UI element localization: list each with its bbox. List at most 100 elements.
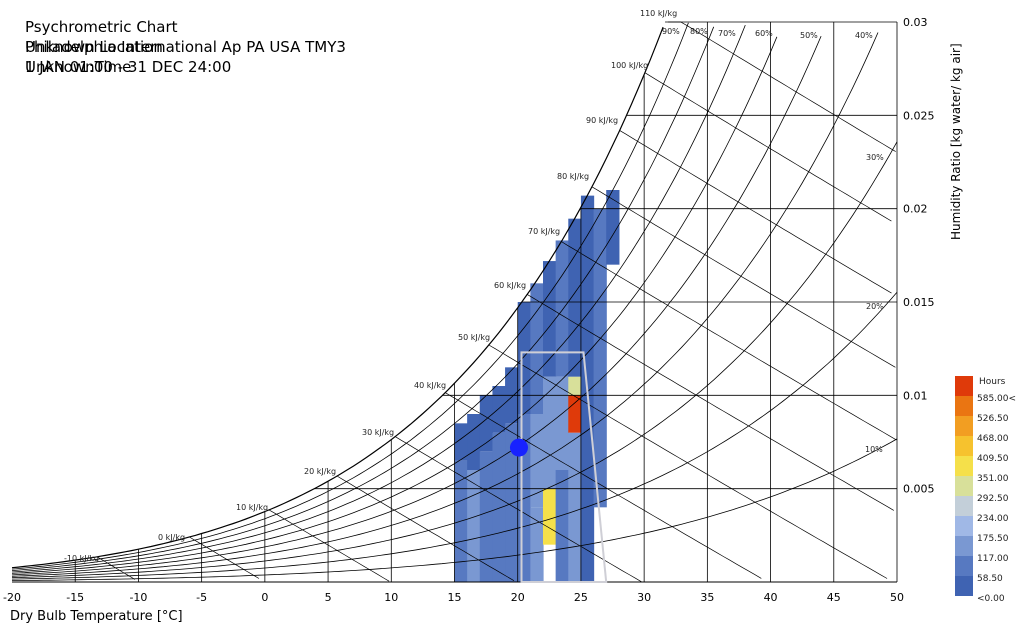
rh-curve — [11, 26, 715, 571]
y-tick-label: 0.03 — [903, 16, 928, 29]
y-tick-label: 0.01 — [903, 389, 928, 402]
heat-cell — [505, 423, 519, 582]
rh-curve — [11, 22, 689, 570]
heat-cell — [492, 386, 506, 433]
enthalpy-label: 0 kJ/kg — [158, 533, 185, 542]
heat-cell — [479, 395, 494, 452]
heat-cell — [555, 240, 569, 377]
state-point — [509, 438, 528, 457]
heat-cell — [568, 395, 582, 433]
rh-label: 20% — [866, 302, 884, 311]
comfort-polygon — [520, 351, 608, 583]
enthalpy-label: 100 kJ/kg — [611, 61, 648, 70]
relative-humidity-curves: 10% 20% 30% 40% 50% 60% 70% 80% 90% — [11, 22, 898, 581]
enthalpy-label: 30 kJ/kg — [362, 428, 394, 437]
enthalpy-line — [591, 186, 896, 368]
heat-cell — [593, 208, 607, 508]
x-tick-label: -5 — [196, 591, 207, 604]
rh-curve — [11, 141, 898, 579]
chart-grid — [12, 21, 898, 583]
x-tick-label: 45 — [827, 591, 841, 604]
heat-cell — [492, 432, 506, 582]
heat-cell — [543, 261, 557, 377]
x-tick-label: -15 — [66, 591, 84, 604]
heat-cell — [479, 451, 494, 582]
y-tick-label: 0.02 — [903, 203, 928, 216]
enthalpy-line — [619, 130, 892, 294]
heat-cell — [530, 507, 544, 582]
y-tick-label: 0.015 — [903, 296, 935, 309]
legend: Hours 585.00< 526.50 468.00 409.50 351.00 292.… — [955, 376, 1016, 604]
rh-curve — [11, 291, 898, 580]
x-tick-label: 40 — [764, 591, 778, 604]
legend-swatch — [955, 396, 973, 416]
heat-cell — [555, 376, 569, 470]
x-tick-label: -10 — [129, 591, 147, 604]
rh-label: 40% — [855, 31, 873, 40]
enthalpy-label: 20 kJ/kg — [304, 467, 336, 476]
x-tick-label: 0 — [261, 591, 268, 604]
x-tick-label: 35 — [700, 591, 714, 604]
chart-title: Psychrometric Chart — [25, 18, 178, 36]
legend-title: Hours — [979, 377, 1006, 387]
legend-label: 292.50 — [977, 494, 1009, 504]
enthalpy-label: 50 kJ/kg — [458, 333, 490, 342]
rh-label: 50% — [800, 31, 818, 40]
x-tick-label: 5 — [325, 591, 332, 604]
rh-curve — [11, 35, 822, 576]
legend-swatch — [955, 556, 973, 576]
y-tick-label: 0.005 — [903, 483, 935, 496]
rh-label: 90% — [662, 27, 680, 36]
enthalpy-line — [488, 344, 888, 579]
enthalpy-line — [268, 509, 390, 582]
legend-swatch — [955, 496, 973, 516]
rh-label: 10% — [865, 445, 883, 454]
rh-curve — [11, 32, 879, 577]
chart-overlay-location: Unknown Location — [25, 38, 163, 56]
enthalpy-line — [668, 21, 896, 152]
x-tick-label: 25 — [574, 591, 588, 604]
heat-cell — [568, 376, 582, 396]
heat-cell — [543, 488, 557, 545]
enthalpy-lines: -10 kJ/kg 0 kJ/kg 10 kJ/kg 20 kJ/kg 30 kJ/kg… — [64, 9, 897, 583]
legend-swatch — [955, 576, 973, 596]
x-tick-label: 30 — [637, 591, 651, 604]
legend-swatch — [955, 476, 973, 496]
enthalpy-label: 90 kJ/kg — [586, 116, 618, 125]
enthalpy-label: 70 kJ/kg — [528, 227, 560, 236]
rh-label: 60% — [755, 29, 773, 38]
legend-label: 117.00 — [977, 554, 1009, 564]
chart-overlays — [509, 351, 608, 583]
heat-cell — [543, 376, 557, 489]
enthalpy-label: -10 kJ/kg — [64, 554, 99, 563]
legend-swatch — [955, 456, 973, 476]
x-tick-label: -20 — [3, 591, 21, 604]
rh-curve — [11, 24, 746, 573]
enthalpy-label: 110 kJ/kg — [640, 9, 677, 18]
legend-swatch — [955, 516, 973, 536]
heat-cell — [530, 414, 544, 508]
legend-label: 175.50 — [977, 534, 1009, 544]
rh-label: 30% — [866, 153, 884, 162]
rh-label: 70% — [718, 29, 736, 38]
enthalpy-line — [189, 536, 260, 579]
legend-swatch — [955, 436, 973, 456]
heat-cell — [467, 470, 481, 582]
rh-label: 80% — [690, 27, 708, 36]
chart-subtitle-location: Philadelphia International Ap PA USA TMY… — [25, 38, 346, 56]
enthalpy-label: 40 kJ/kg — [414, 381, 446, 390]
rh-curve — [11, 438, 898, 581]
chart-overlay-time: UnknownTime — [25, 58, 132, 76]
legend-swatch — [955, 536, 973, 556]
legend-label: 351.00 — [977, 474, 1009, 484]
heat-cell — [568, 218, 582, 377]
enthalpy-line — [96, 556, 136, 580]
legend-label: 585.00< — [977, 394, 1016, 404]
heatmap-cells — [454, 190, 620, 583]
legend-label: 468.00 — [977, 434, 1009, 444]
axis-ticks: -20 -15 -10 -5 0 5 10 15 20 25 30 35 40 45 50 0.005 0.01… — [3, 16, 934, 604]
legend-label: <0.00 — [977, 594, 1005, 604]
heat-cell — [568, 432, 582, 582]
legend-swatch — [955, 416, 973, 436]
